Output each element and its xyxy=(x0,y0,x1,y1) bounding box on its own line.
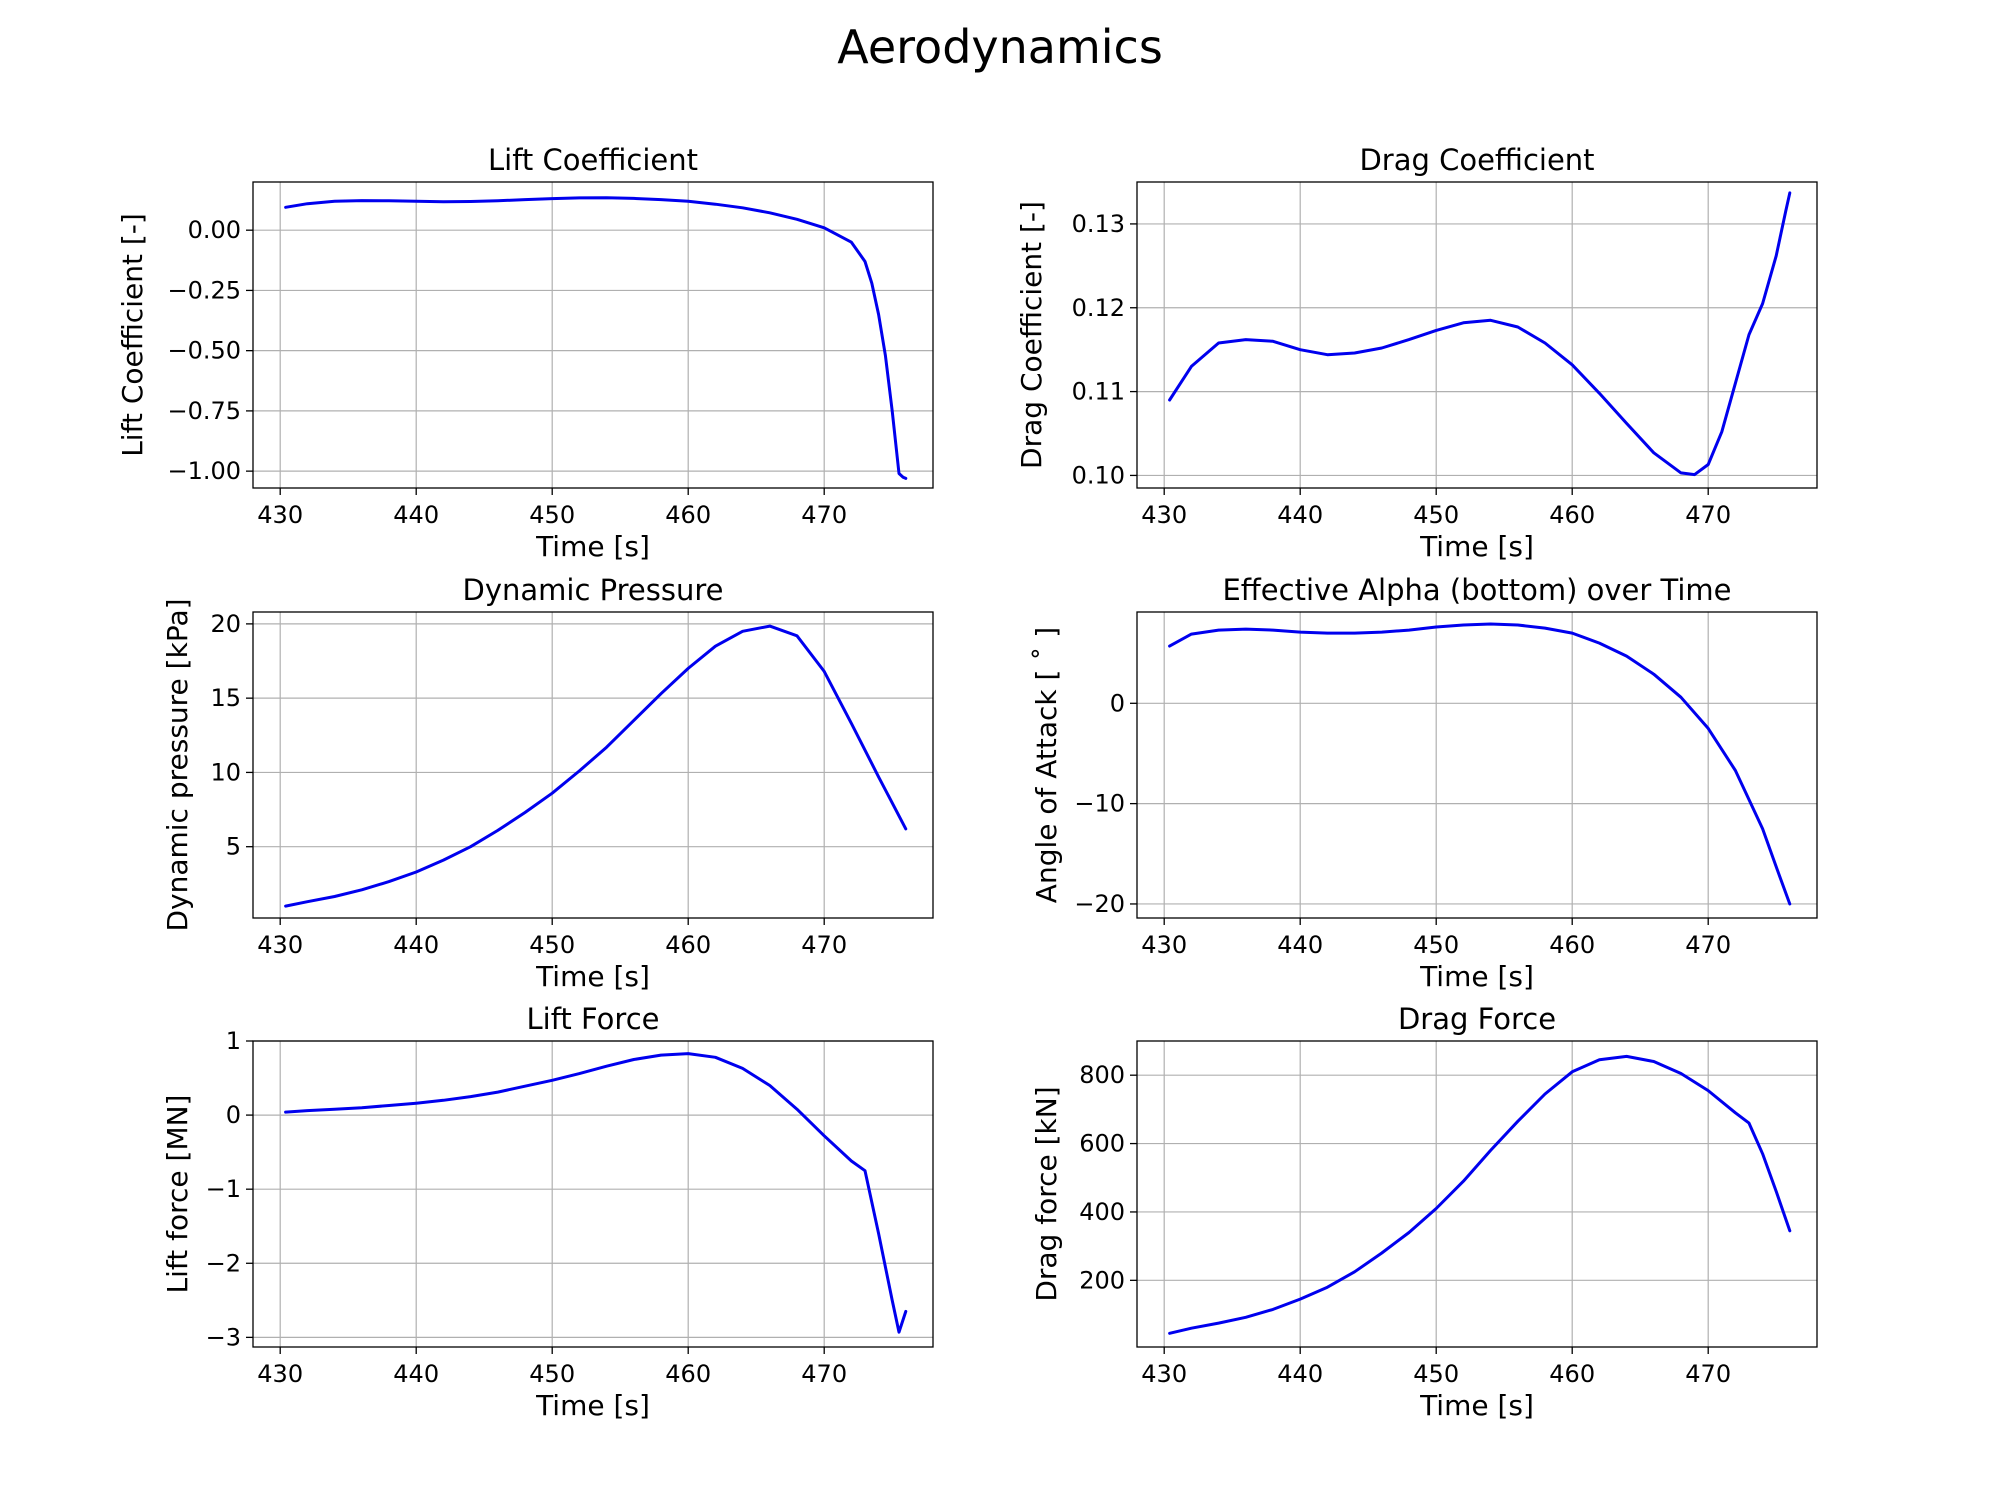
x-tick-label: 470 xyxy=(801,1360,847,1388)
y-axis-label: Angle of Attack [ ˚ ] xyxy=(1030,627,1063,903)
subplot-1: 430 440 450 460 470 0.00 −0.25 −0.50 −0.75 −1.00 L… xyxy=(116,143,934,563)
x-axis-label: Time [s] xyxy=(1419,960,1534,993)
x-tick-label: 430 xyxy=(257,931,303,959)
x-tick-label: 460 xyxy=(1549,501,1595,529)
x-tick-label: 470 xyxy=(801,501,847,529)
x-tick-label: 430 xyxy=(257,1360,303,1388)
x-tick-label: 440 xyxy=(393,1360,439,1388)
x-tick-label: 460 xyxy=(665,501,711,529)
y-tick-label: 0.11 xyxy=(1072,378,1125,406)
subplot-2: 430 440 450 460 470 0.10 0.11 0.12 0.13 Drag Coef… xyxy=(1015,143,1818,563)
x-tick-label: 450 xyxy=(529,931,575,959)
y-tick-label: 600 xyxy=(1079,1130,1125,1158)
x-tick-label: 430 xyxy=(1141,931,1187,959)
x-tick-label: 450 xyxy=(1413,1360,1459,1388)
subplot-title: Lift Coefficient xyxy=(488,143,698,177)
x-tick-label: 460 xyxy=(665,1360,711,1388)
subplot-title: Drag Coefficient xyxy=(1359,143,1594,177)
series-line xyxy=(284,1052,908,1334)
axes-frame xyxy=(252,181,934,489)
y-tick-label: −0.50 xyxy=(167,337,241,365)
subplot-5: 430 440 450 460 470 1 0 −1 −2 −3 Lift Force Time [s… xyxy=(161,1002,934,1422)
y-tick-label: 800 xyxy=(1079,1061,1125,1089)
x-tick-label: 450 xyxy=(1413,501,1459,529)
x-axis-label: Time [s] xyxy=(535,530,650,563)
series-line xyxy=(284,624,908,908)
axes-frame xyxy=(1136,611,1818,919)
x-tick-label: 470 xyxy=(1685,1360,1731,1388)
x-tick-label: 440 xyxy=(1277,1360,1323,1388)
x-axis-label: Time [s] xyxy=(1419,1389,1534,1422)
x-tick-label: 440 xyxy=(1277,501,1323,529)
x-tick-label: 440 xyxy=(393,931,439,959)
y-tick-label: 0 xyxy=(226,1101,241,1129)
x-tick-label: 440 xyxy=(1277,931,1323,959)
y-tick-label: −0.25 xyxy=(167,276,241,304)
x-tick-label: 440 xyxy=(393,501,439,529)
x-tick-label: 450 xyxy=(529,501,575,529)
y-tick-label: 0.13 xyxy=(1072,210,1125,238)
y-tick-label: 0.10 xyxy=(1072,461,1125,489)
series-line xyxy=(1168,191,1792,477)
y-tick-label: −20 xyxy=(1074,890,1125,918)
y-tick-label: 1 xyxy=(226,1027,241,1055)
y-tick-label: 5 xyxy=(226,833,241,861)
subplot-title: Lift Force xyxy=(527,1002,660,1036)
subplot-3: 430 440 450 460 470 5 10 15 20 Dynamic Pressure Ti… xyxy=(161,573,934,993)
y-tick-label: −3 xyxy=(206,1323,241,1351)
y-tick-label: 0 xyxy=(1110,689,1125,717)
y-tick-label: −2 xyxy=(206,1249,241,1277)
subplot-6: 430 440 450 460 470 200 400 600 800 Drag Force Tim… xyxy=(1030,1002,1818,1422)
x-axis-label: Time [s] xyxy=(535,960,650,993)
y-tick-label: 20 xyxy=(210,610,241,638)
y-tick-label: −0.75 xyxy=(167,397,241,425)
y-tick-label: 200 xyxy=(1079,1266,1125,1294)
axes-frame xyxy=(1136,1040,1818,1348)
subplot-title: Effective Alpha (bottom) over Time xyxy=(1222,573,1731,607)
x-axis-label: Time [s] xyxy=(535,1389,650,1422)
series-line xyxy=(1168,622,1792,906)
y-tick-label: 15 xyxy=(210,684,241,712)
y-tick-label: 0.12 xyxy=(1072,294,1125,322)
subplot-4: 430 440 450 460 470 0 −10 −20 Effective Alpha (b… xyxy=(1030,573,1818,993)
y-tick-label: −1 xyxy=(206,1175,241,1203)
x-tick-label: 470 xyxy=(1685,931,1731,959)
y-tick-label: −10 xyxy=(1074,790,1125,818)
x-tick-label: 430 xyxy=(1141,1360,1187,1388)
axes-frame xyxy=(252,611,934,919)
y-axis-label: Drag force [kN] xyxy=(1030,1086,1063,1301)
series-line xyxy=(1168,1054,1792,1335)
figure-title: Aerodynamics xyxy=(837,20,1163,74)
x-axis-label: Time [s] xyxy=(1419,530,1534,563)
x-tick-label: 450 xyxy=(1413,931,1459,959)
y-axis-label: Dynamic pressure [kPa] xyxy=(161,598,194,931)
x-tick-label: 460 xyxy=(1549,931,1595,959)
y-axis-label: Lift force [MN] xyxy=(161,1095,194,1294)
x-tick-label: 470 xyxy=(1685,501,1731,529)
y-tick-label: 0.00 xyxy=(188,216,241,244)
axes-frame xyxy=(252,1040,934,1348)
y-axis-label: Drag Coefficient [-] xyxy=(1015,201,1048,469)
y-tick-label: 400 xyxy=(1079,1198,1125,1226)
x-tick-label: 460 xyxy=(665,931,711,959)
x-tick-label: 470 xyxy=(801,931,847,959)
x-tick-label: 430 xyxy=(1141,501,1187,529)
axes-frame xyxy=(1136,181,1818,489)
series-line xyxy=(284,196,908,480)
subplot-title: Dynamic Pressure xyxy=(463,573,724,607)
x-tick-label: 430 xyxy=(257,501,303,529)
y-axis-label: Lift Coefficient [-] xyxy=(116,213,149,457)
y-tick-label: −1.00 xyxy=(167,457,241,485)
y-tick-label: 10 xyxy=(210,758,241,786)
x-tick-label: 460 xyxy=(1549,1360,1595,1388)
x-tick-label: 450 xyxy=(529,1360,575,1388)
subplot-title: Drag Force xyxy=(1398,1002,1556,1036)
